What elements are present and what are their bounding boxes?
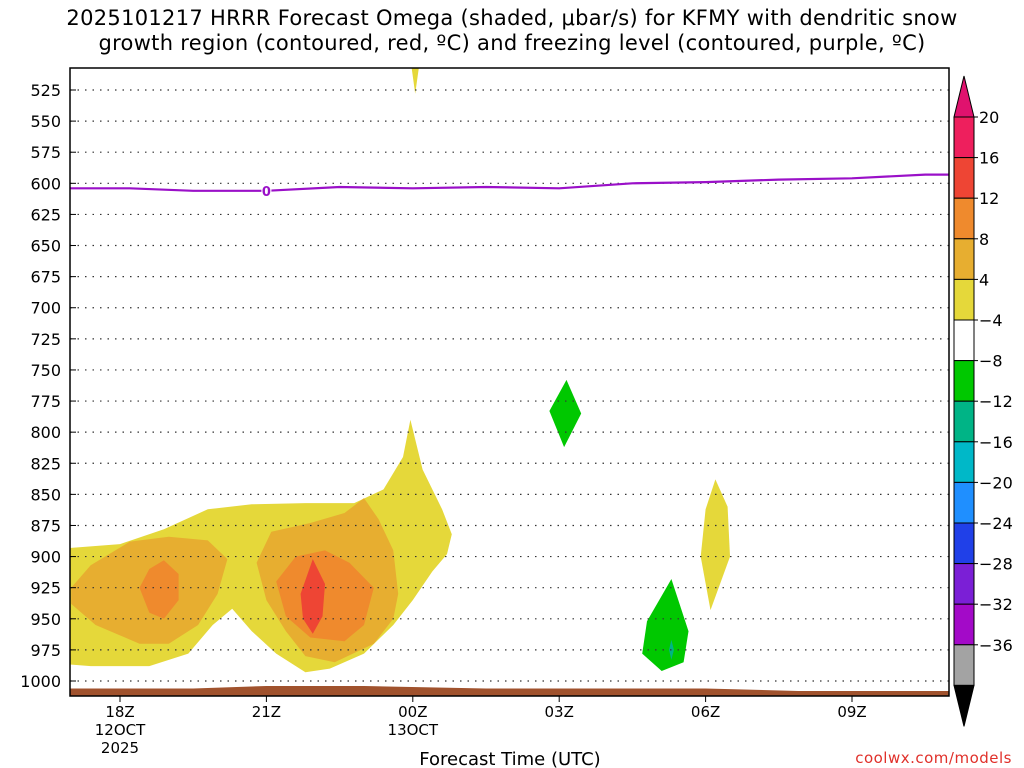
colorbar-label: 20 bbox=[979, 108, 999, 127]
y-tick-label: 975 bbox=[30, 641, 61, 660]
title-line-2: growth region (contoured, red, ºC) and f… bbox=[98, 31, 926, 55]
y-tick-label: 550 bbox=[30, 112, 61, 131]
x-tick-date: 13OCT bbox=[388, 721, 439, 739]
colorbar-label: 8 bbox=[979, 230, 989, 249]
freezing-level-line bbox=[70, 173, 949, 192]
colorbar-label: −12 bbox=[979, 392, 1013, 411]
y-tick-label: 625 bbox=[30, 205, 61, 224]
omega-pos-12-16-east bbox=[276, 550, 374, 642]
x-axis-label: Forecast Time (UTC) bbox=[419, 749, 600, 768]
y-tick-label: 600 bbox=[30, 174, 61, 193]
omega-pos-4-8-top bbox=[411, 68, 419, 94]
x-tick-date: 12OCT bbox=[95, 721, 146, 739]
colorbar-swatch bbox=[953, 360, 975, 402]
x-tick-year: 2025 bbox=[101, 739, 139, 757]
title-line-1: 2025101217 HRRR Forecast Omega (shaded, … bbox=[66, 6, 958, 30]
freezing-level-label: 0 bbox=[262, 185, 271, 200]
colorbar-label: 16 bbox=[979, 149, 999, 168]
y-tick-label: 800 bbox=[30, 423, 61, 442]
colorbar-swatch bbox=[953, 441, 975, 483]
x-tick-label: 09Z bbox=[837, 703, 866, 721]
colorbar-swatch bbox=[953, 644, 975, 686]
freezing-level-layer: 0 bbox=[70, 173, 949, 200]
y-tick-label: 875 bbox=[30, 516, 61, 535]
colorbar-label: −8 bbox=[979, 352, 1003, 371]
colorbar-bottom-arrow bbox=[953, 684, 975, 727]
y-tick-label: 850 bbox=[30, 485, 61, 504]
colorbar-swatch bbox=[953, 603, 975, 646]
colorbar-swatch bbox=[953, 522, 975, 565]
omega-pos-16-20-east bbox=[300, 559, 325, 634]
colorbar-label: 12 bbox=[979, 189, 999, 208]
y-axis: 525 550 575 600 625 650 675 700 725 750 775 800 825 8… bbox=[20, 81, 76, 691]
plot-frame bbox=[69, 67, 950, 697]
y-tick-label: 575 bbox=[30, 143, 61, 162]
colorbar-label: −24 bbox=[979, 514, 1013, 533]
y-tick-label: 650 bbox=[30, 237, 61, 256]
credit-text: coolwx.com/models bbox=[855, 749, 1012, 767]
colorbar-swatch bbox=[953, 157, 975, 199]
colorbar-label: −4 bbox=[979, 311, 1003, 330]
y-tick-label: 675 bbox=[30, 268, 61, 287]
colorbar-label: −28 bbox=[979, 555, 1013, 574]
freezing-level-label-bg bbox=[261, 182, 272, 198]
colorbar-swatch bbox=[953, 278, 975, 321]
colorbar-swatch bbox=[953, 400, 975, 443]
chart-title: 2025101217 HRRR Forecast Omega (shaded, … bbox=[0, 6, 1024, 56]
omega-pos-12-16-west bbox=[139, 560, 179, 619]
y-tick-label: 925 bbox=[30, 579, 61, 598]
colorbar-swatch bbox=[953, 319, 975, 362]
terrain-layer bbox=[70, 686, 949, 696]
x-tick-label: 00Z bbox=[398, 703, 427, 721]
omega-pos-4-8-east bbox=[700, 479, 730, 611]
y-tick-label: 750 bbox=[30, 361, 61, 380]
y-tick-label: 1000 bbox=[20, 672, 61, 691]
colorbar-swatch bbox=[953, 238, 975, 280]
y-tick-label: 525 bbox=[30, 81, 61, 100]
colorbar-label: −36 bbox=[979, 636, 1013, 655]
colorbar-swatch bbox=[953, 563, 975, 605]
omega-neg-west bbox=[549, 379, 582, 448]
colorbar: 20 16 12 8 4 −4 −8 −12 −16 −20 −24 −28 −32 −36 bbox=[953, 75, 1013, 727]
y-tick-label: 950 bbox=[30, 610, 61, 629]
y-tick-label: 700 bbox=[30, 299, 61, 318]
colorbar-top-arrow bbox=[953, 75, 975, 118]
x-tick-label: 06Z bbox=[691, 703, 720, 721]
x-tick-label: 21Z bbox=[252, 703, 281, 721]
x-tick-label: 03Z bbox=[545, 703, 574, 721]
colorbar-label: −20 bbox=[979, 473, 1013, 492]
y-tick-label: 900 bbox=[30, 548, 61, 567]
x-tick-label: 18Z bbox=[105, 703, 134, 721]
colorbar-swatch bbox=[953, 197, 975, 240]
colorbar-label: −16 bbox=[979, 433, 1013, 452]
y-tick-label: 725 bbox=[30, 330, 61, 349]
colorbar-label: 4 bbox=[979, 270, 989, 289]
colorbar-label: −32 bbox=[979, 595, 1013, 614]
omega-shading bbox=[70, 68, 730, 673]
colorbar-swatch bbox=[953, 116, 975, 159]
y-tick-label: 775 bbox=[30, 392, 61, 411]
omega-neg-south bbox=[642, 579, 689, 671]
y-tick-label: 825 bbox=[30, 454, 61, 473]
colorbar-swatch bbox=[953, 481, 975, 524]
terrain-band bbox=[70, 686, 949, 696]
